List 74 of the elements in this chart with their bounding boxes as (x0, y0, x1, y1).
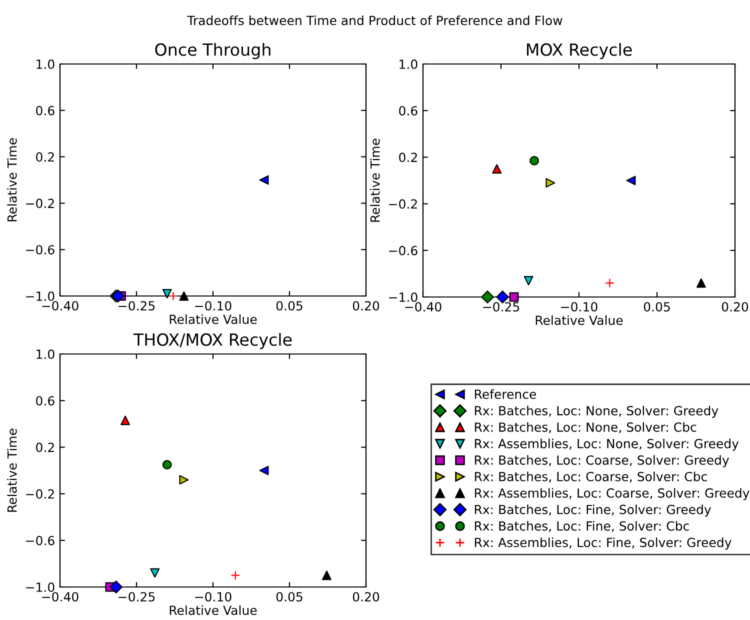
y-axis-title: Relative Time (7, 138, 17, 222)
legend-label: Rx: Assemblies, Loc: Fine, Solver: Greedy (474, 538, 732, 550)
x-tick-label: 0.05 (644, 302, 670, 312)
point (150, 568, 160, 578)
x-axis-title: Relative Value (170, 605, 257, 616)
y-tick-label: −0.2 (26, 489, 54, 499)
x-tick-label: 0.05 (276, 592, 302, 602)
y-tick-label: 0.6 (36, 106, 54, 116)
point (168, 291, 178, 301)
chart-title: MOX Recycle (526, 43, 632, 60)
x-tick-label: −0.10 (195, 592, 232, 602)
y-tick-label: 0.6 (36, 396, 54, 406)
chart-title: THOX/MOX Recycle (133, 333, 292, 350)
y-axis-title: Relative Time (7, 428, 17, 512)
y-tick-label: −1.0 (389, 292, 418, 302)
x-tick-label: 0.20 (352, 301, 380, 311)
y-tick-label: −0.6 (389, 246, 418, 256)
point (230, 570, 240, 580)
y-tick-label: 0.2 (36, 442, 54, 452)
point (322, 570, 332, 580)
point (604, 278, 614, 288)
x-tick-label: −0.25 (118, 592, 155, 602)
point (546, 178, 556, 188)
y-tick-label: −1.0 (26, 291, 54, 301)
point (162, 460, 172, 470)
legend-label: Rx: Batches, Loc: None, Solver: Greedy (474, 406, 718, 418)
x-tick-label: −0.40 (42, 592, 78, 602)
y-tick-label: 1.0 (36, 59, 54, 69)
x-tick-label: 0.20 (352, 592, 380, 602)
legend-label: Rx: Batches, Loc: None, Solver: Cbc (474, 422, 696, 434)
point (259, 175, 269, 185)
y-tick-label: −0.2 (389, 199, 417, 209)
legend-label: Rx: Assemblies, Loc: Coarse, Solver: Greedy (474, 488, 750, 500)
point (120, 416, 130, 426)
x-tick-label: −0.40 (405, 302, 442, 312)
legend-label: Rx: Batches, Loc: Fine, Solver: Cbc (474, 521, 689, 532)
y-tick-label: −0.6 (26, 536, 54, 546)
x-tick-label: −0.10 (561, 302, 598, 312)
x-tick-label: 0.05 (276, 301, 302, 311)
x-tick-label: 0.20 (722, 302, 748, 312)
point (179, 291, 189, 301)
point (530, 156, 539, 166)
x-axis-title: Relative Value (536, 315, 623, 326)
point (179, 475, 189, 485)
y-tick-label: 0.2 (399, 152, 417, 162)
point (481, 290, 494, 304)
legend-label: Rx: Assemblies, Loc: None, Solver: Greedy (474, 438, 739, 451)
y-tick-label: 1.0 (36, 349, 54, 359)
x-tick-label: −0.10 (195, 301, 232, 311)
y-tick-label: 0.6 (399, 106, 418, 116)
y-tick-label: 0.2 (36, 152, 54, 162)
point (509, 292, 519, 302)
text: Tradeoffs between Time and Product of Preference and Flow (187, 16, 562, 26)
point (110, 580, 123, 594)
chart-title: Once Through (155, 43, 270, 60)
x-tick-label: −0.25 (483, 302, 520, 312)
point (696, 278, 706, 288)
y-tick-label: −1.0 (26, 582, 54, 592)
x-tick-label: −0.25 (118, 301, 155, 311)
point (524, 276, 534, 286)
point (492, 164, 502, 174)
x-tick-label: −0.40 (42, 301, 78, 311)
legend-label: Rx: Batches, Loc: Coarse, Solver: Cbc (474, 472, 707, 483)
legend-label: Rx: Batches, Loc: Coarse, Solver: Greedy (474, 455, 730, 468)
legend-label: Rx: Batches, Loc: Fine, Solver: Greedy (474, 504, 711, 517)
y-tick-label: −0.2 (26, 198, 54, 208)
y-tick-label: 1.0 (400, 59, 418, 69)
x-axis-title: Relative Value (170, 314, 257, 324)
legend-label: Reference (474, 389, 536, 399)
y-axis-title: Relative Time (370, 138, 380, 222)
point (259, 466, 269, 476)
y-tick-label: −0.6 (26, 245, 54, 255)
point (626, 176, 636, 186)
point (162, 288, 172, 298)
